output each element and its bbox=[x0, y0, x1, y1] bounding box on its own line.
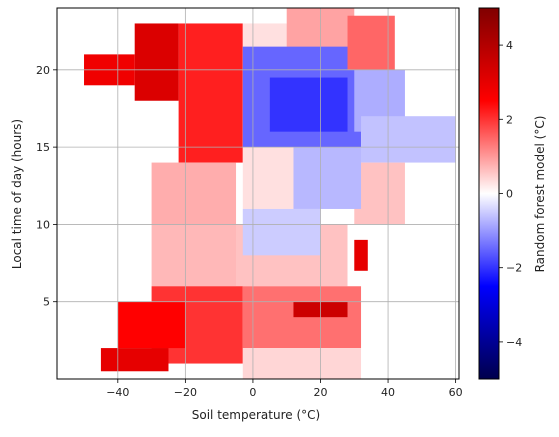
heatmap-cell bbox=[269, 77, 348, 132]
colorbar bbox=[478, 7, 500, 380]
colorbar-label: Random forest model (°C) bbox=[533, 116, 547, 273]
colorbar-label-text: Random forest model bbox=[533, 143, 547, 272]
x-tick-label: −40 bbox=[106, 386, 129, 399]
x-tick-label: 0 bbox=[249, 386, 256, 399]
x-axis-label: Soil temperature (°C) bbox=[192, 408, 320, 422]
x-tick-label: 60 bbox=[449, 386, 463, 399]
y-axis-label: Local time of day (hours) bbox=[10, 119, 24, 269]
heatmap-cell bbox=[361, 116, 456, 163]
colorbar-ticks: −4 −2 0 2 4 bbox=[499, 39, 522, 349]
y-tick-label: 5 bbox=[43, 296, 50, 309]
heatmap-cell bbox=[178, 23, 243, 163]
heatmap-cell bbox=[354, 239, 368, 271]
x-tick-label: 20 bbox=[313, 386, 327, 399]
heatmap-cell bbox=[151, 162, 237, 225]
heatmap-cell bbox=[242, 208, 321, 256]
heatmap-cell bbox=[293, 147, 362, 209]
colorbar-tick-label: −4 bbox=[506, 336, 522, 349]
heatmap-cell bbox=[117, 301, 186, 349]
heatmap-cell bbox=[354, 162, 405, 225]
x-axis-label-text: Soil temperature bbox=[192, 408, 293, 422]
grid-lines bbox=[57, 8, 459, 379]
heatmap-cell bbox=[347, 15, 395, 70]
plot-frame bbox=[56, 7, 460, 380]
heatmap-cell bbox=[134, 23, 179, 101]
heatmap-cells bbox=[84, 8, 456, 379]
colorbar-label-unit: (°C) bbox=[533, 116, 547, 140]
colorbar-tick-label: 0 bbox=[506, 188, 513, 201]
y-tick-label: 20 bbox=[36, 64, 50, 77]
colorbar-tick-label: 2 bbox=[506, 113, 513, 126]
x-tick-label: 40 bbox=[381, 386, 395, 399]
y-tick-label: 15 bbox=[36, 141, 50, 154]
y-tick-label: 10 bbox=[36, 218, 50, 231]
heatmap-cell bbox=[100, 348, 169, 372]
colorbar-tick-label: −2 bbox=[506, 262, 522, 275]
heatmap-cell bbox=[242, 348, 362, 379]
colorbar-tick-label: 4 bbox=[506, 39, 513, 52]
x-tick-label: −20 bbox=[174, 386, 197, 399]
x-axis-ticks: −40 −20 0 20 40 60 bbox=[106, 379, 463, 399]
x-axis-label-unit: (°C) bbox=[296, 408, 320, 422]
heatmap-cell bbox=[151, 224, 243, 287]
y-axis-ticks: 5 10 15 20 bbox=[36, 64, 57, 309]
